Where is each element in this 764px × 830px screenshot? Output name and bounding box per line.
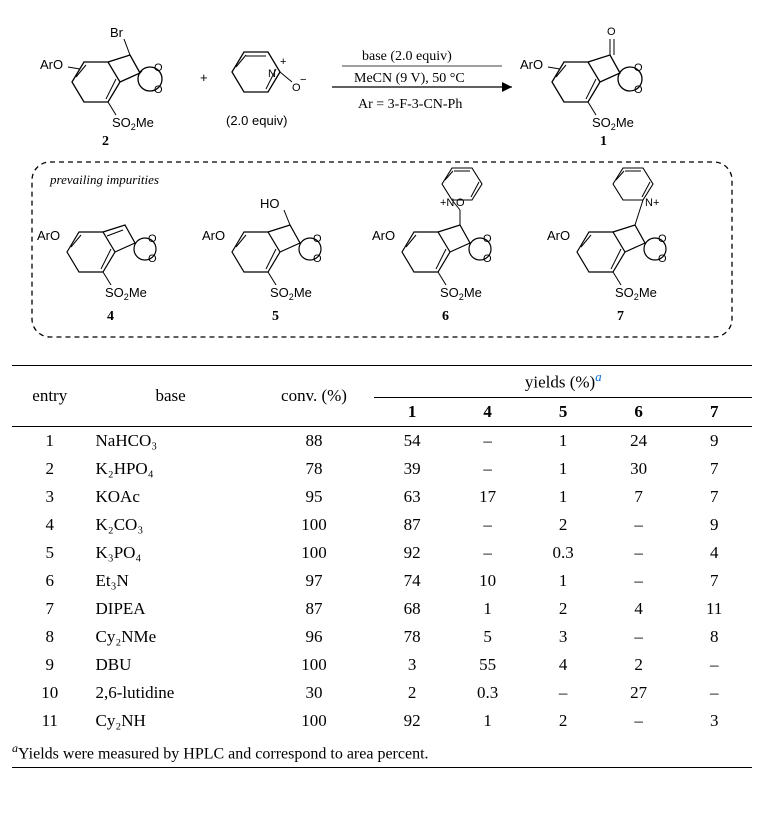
col-1: 1 — [374, 397, 450, 426]
svg-text:O: O — [483, 233, 492, 245]
col-7: 7 — [676, 397, 752, 426]
svg-text:O: O — [658, 233, 667, 245]
pyridine-equiv: (2.0 equiv) — [226, 113, 287, 128]
col-entry: entry — [12, 366, 88, 427]
svg-text:SO2Me: SO2Me — [592, 115, 634, 132]
col-5: 5 — [525, 397, 601, 426]
svg-text:N+: N+ — [645, 197, 659, 209]
svg-text:SO2Me: SO2Me — [105, 285, 147, 302]
yields-table: entry base conv. (%) yields (%)a 1 4 5 6… — [12, 365, 752, 735]
table-row: 3KOAc956317177 — [12, 483, 752, 511]
cond-line2: MeCN (9 V), 50 °C — [354, 71, 465, 86]
impurities-header: prevailing impurities — [49, 172, 159, 187]
table-row: 1NaHCO₃8854–1249 — [12, 426, 752, 455]
yields-header: yields (%)a — [374, 366, 752, 398]
svg-text:SO2Me: SO2Me — [440, 285, 482, 302]
svg-text:N: N — [268, 68, 276, 80]
svg-text:O: O — [148, 233, 157, 245]
product-label: 1 — [600, 134, 607, 149]
svg-text:ArO: ArO — [547, 228, 570, 243]
table-row: 8Cy₂NMe967853–8 — [12, 623, 752, 651]
imp7-label: 7 — [617, 309, 624, 324]
col-base: base — [88, 366, 254, 427]
svg-text:O: O — [154, 84, 163, 96]
svg-text:+N: +N — [440, 197, 454, 209]
svg-text:+: + — [200, 70, 208, 85]
col-6: 6 — [601, 397, 677, 426]
table-row: 102,6-lutidine3020.3–27– — [12, 679, 752, 707]
svg-text:O: O — [483, 253, 492, 265]
svg-text:ArO: ArO — [202, 228, 225, 243]
table-row: 7DIPEA876812411 — [12, 595, 752, 623]
svg-text:O: O — [313, 253, 322, 265]
svg-text:HO: HO — [260, 196, 280, 211]
table-row: 2K₂HPO₄7839–1307 — [12, 455, 752, 483]
table-row: 4K₂CO₃10087–2–9 — [12, 511, 752, 539]
svg-text:O: O — [634, 84, 643, 96]
col-conv: conv. (%) — [254, 366, 375, 427]
aro-label: ArO — [40, 57, 63, 72]
table-row: 9DBU10035542– — [12, 651, 752, 679]
svg-text:O: O — [607, 26, 616, 38]
cond-line3: Ar = 3-F-3-CN-Ph — [358, 97, 462, 112]
svg-text:+: + — [280, 56, 286, 68]
svg-text:O: O — [154, 62, 163, 74]
svg-text:O: O — [148, 253, 157, 265]
imp4-label: 4 — [107, 309, 114, 324]
svg-text:ArO: ArO — [37, 228, 60, 243]
imp6-label: 6 — [442, 309, 449, 324]
svg-text:SO2Me: SO2Me — [270, 285, 312, 302]
svg-text:Br: Br — [110, 25, 124, 40]
svg-text:ArO: ArO — [520, 57, 543, 72]
svg-text:O: O — [634, 62, 643, 74]
svg-text:SO2Me: SO2Me — [615, 285, 657, 302]
table-row: 11Cy₂NH1009212–3 — [12, 707, 752, 735]
table-row: 5K₃PO₄10092–0.3–4 — [12, 539, 752, 567]
svg-text:SO2Me: SO2Me — [112, 115, 154, 132]
table-body: 1NaHCO₃8854–12492K₂HPO₄7839–13073KOAc956… — [12, 426, 752, 735]
table-footnote: aYields were measured by HPLC and corres… — [12, 735, 752, 768]
col-4: 4 — [450, 397, 526, 426]
reactant-label: 2 — [102, 134, 109, 149]
table-row: 6Et₃N9774101–7 — [12, 567, 752, 595]
reaction-scheme: .lbl { font: 13px Arial, sans-serif; } .… — [12, 12, 752, 352]
svg-text:O: O — [658, 253, 667, 265]
svg-text:−: − — [300, 74, 306, 86]
cond-line1: base (2.0 equiv) — [362, 49, 452, 64]
svg-text:O: O — [313, 233, 322, 245]
imp5-label: 5 — [272, 309, 279, 324]
svg-text:ArO: ArO — [372, 228, 395, 243]
